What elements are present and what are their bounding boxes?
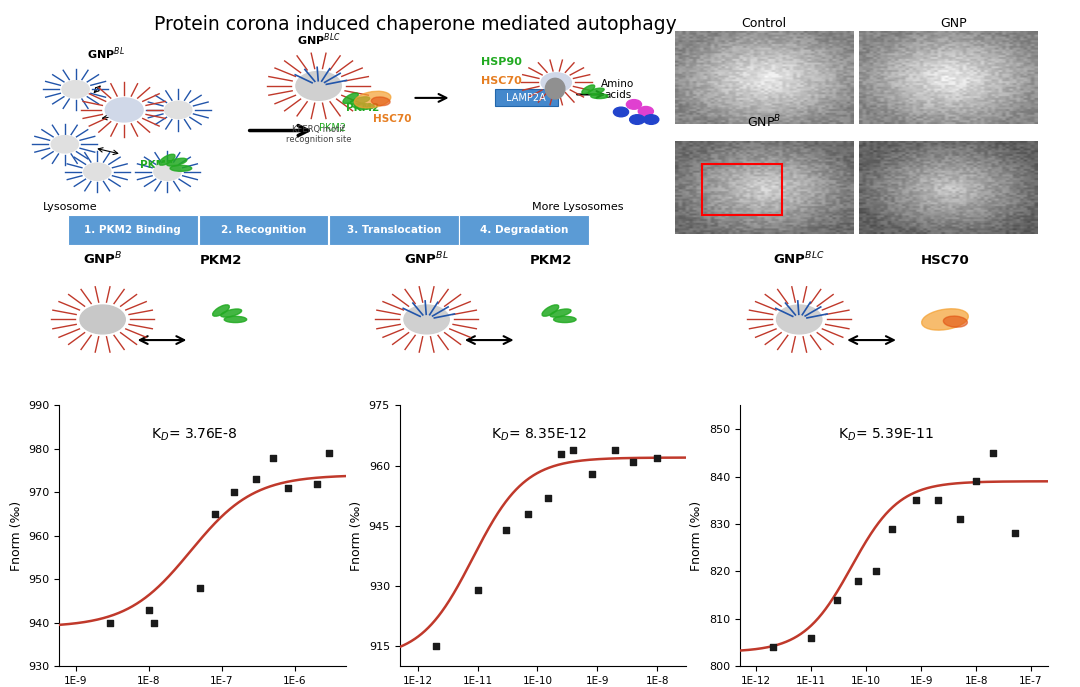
Point (191, 583, 208, 594)
Point (279, 482, 296, 493)
Text: LAMP2A: LAMP2A (507, 93, 545, 102)
Text: 2. Recognition: 2. Recognition (221, 225, 306, 235)
Text: GNP$^{BLC}$: GNP$^{BLC}$ (297, 32, 340, 48)
Point (427, 641, 444, 652)
Text: 4. Degradation: 4. Degradation (480, 225, 568, 235)
Point (498, 524, 515, 535)
Point (765, 642, 782, 653)
Point (849, 576, 866, 587)
Text: 1. PKM2 Binding: 1. PKM2 Binding (84, 225, 181, 235)
Text: HSC70: HSC70 (920, 254, 970, 267)
Point (565, 444, 582, 455)
Point (102, 618, 119, 629)
Text: GNP$^B$: GNP$^B$ (83, 251, 122, 267)
Point (883, 523, 901, 534)
Text: GNP: GNP (940, 17, 967, 30)
Point (867, 566, 885, 577)
Point (802, 633, 820, 644)
Point (984, 447, 1001, 458)
Text: GNP$^{BL}$: GNP$^{BL}$ (86, 45, 125, 62)
Point (469, 585, 486, 596)
Point (929, 495, 946, 506)
Y-axis label: Fnorm (‰): Fnorm (‰) (10, 501, 23, 571)
Point (519, 508, 537, 519)
Point (140, 605, 158, 616)
Text: More Lysosomes: More Lysosomes (532, 201, 623, 212)
Point (539, 492, 556, 503)
Text: HSC70: HSC70 (481, 76, 522, 86)
Point (649, 452, 666, 463)
Text: 3. Translocation: 3. Translocation (347, 225, 442, 235)
Point (950, 514, 968, 525)
Text: Amino
acids: Amino acids (602, 78, 634, 100)
Text: PKM2: PKM2 (140, 160, 174, 170)
Text: K$_D$= 3.76E-8: K$_D$= 3.76E-8 (151, 426, 238, 442)
Text: Lysosome: Lysosome (43, 201, 97, 212)
Point (247, 474, 265, 485)
Text: KFERQ motif
recognition site: KFERQ motif recognition site (286, 125, 351, 144)
Y-axis label: Fnorm (‰): Fnorm (‰) (690, 501, 703, 571)
Point (583, 468, 600, 479)
Text: PKM2: PKM2 (346, 103, 379, 113)
Text: GNP$^{BLC}$: GNP$^{BLC}$ (773, 251, 825, 267)
Point (828, 594, 846, 605)
Point (607, 444, 624, 455)
Point (146, 618, 163, 629)
Point (206, 508, 224, 519)
Point (1005, 528, 1023, 539)
Text: GNP$^{BL}$: GNP$^{BL}$ (404, 251, 449, 267)
Text: HSP90: HSP90 (481, 57, 522, 67)
Point (968, 476, 985, 487)
Point (907, 495, 924, 506)
Text: K$_D$= 5.39E-11: K$_D$= 5.39E-11 (838, 426, 934, 442)
Point (308, 478, 325, 489)
Text: PKM2: PKM2 (319, 122, 346, 133)
Point (321, 448, 338, 459)
Text: PKM2: PKM2 (200, 254, 243, 267)
Text: GNP$^B$: GNP$^B$ (747, 113, 781, 130)
Y-axis label: Fnorm (‰): Fnorm (‰) (350, 501, 363, 571)
Point (226, 487, 243, 498)
Text: Protein corona induced chaperone mediated autophagy: Protein corona induced chaperone mediate… (154, 15, 677, 34)
Text: K$_D$= 8.35E-12: K$_D$= 8.35E-12 (491, 426, 588, 442)
Point (624, 456, 642, 467)
Text: Control: Control (742, 17, 786, 30)
Point (553, 448, 570, 459)
Text: PKM2: PKM2 (529, 254, 572, 267)
Text: HSC70: HSC70 (373, 114, 411, 124)
Bar (702, 164, 782, 215)
Point (264, 452, 281, 463)
